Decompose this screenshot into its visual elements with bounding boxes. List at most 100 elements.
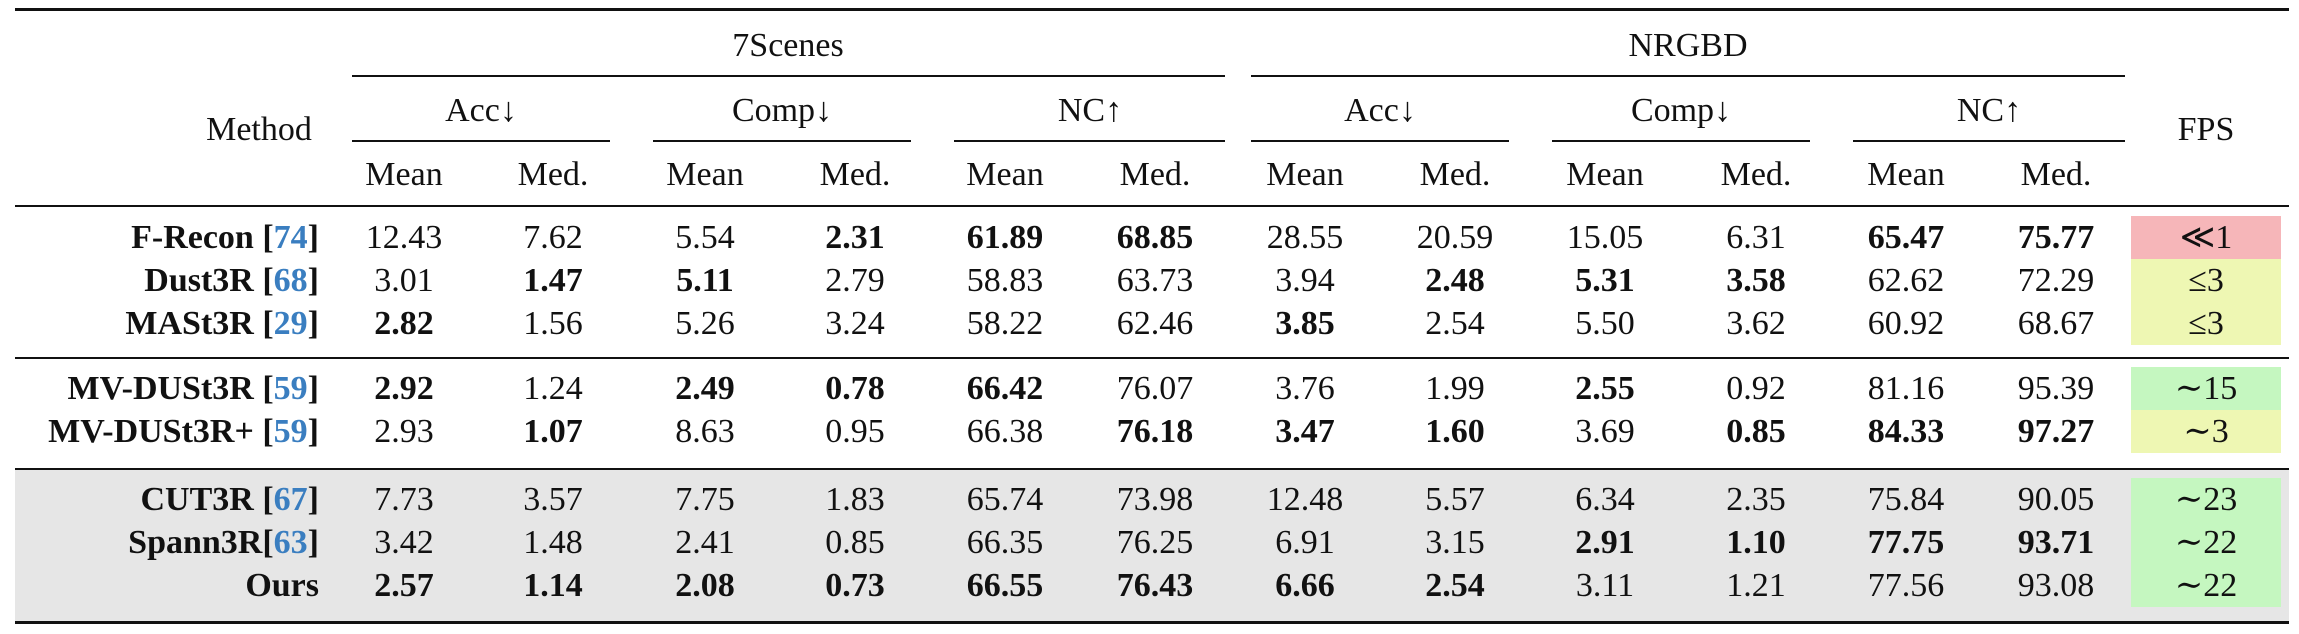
table-cell: 3.85 [1275, 305, 1335, 342]
table-cell: 61.89 [966, 219, 1044, 256]
citation-link[interactable]: 29 [273, 305, 308, 342]
table-cell: 3.01 [374, 262, 434, 299]
method-name: Spann3R[63] [128, 526, 319, 560]
table-cell: 5.26 [675, 305, 735, 342]
table-cell: 3.62 [1726, 305, 1786, 342]
table-cell: 2.92 [374, 370, 434, 407]
table-cell: 84.33 [1867, 413, 1945, 450]
table-cell: 3.24 [825, 305, 885, 342]
table-cell: 65.74 [966, 481, 1044, 518]
fps-badge [2131, 478, 2281, 521]
table-cell: 60.92 [1867, 305, 1945, 342]
table-cell: 73.98 [1116, 481, 1194, 518]
table-cell: 68.85 [1116, 219, 1194, 256]
table-cell: 75.77 [2017, 219, 2095, 256]
fps-value: ∼23 [2174, 481, 2238, 518]
citation-link[interactable]: 74 [273, 219, 308, 256]
method-header: Method [206, 111, 312, 148]
citation-bracket: ] [307, 481, 319, 518]
table-cell: 0.73 [825, 567, 885, 604]
table-cell: 93.08 [2017, 567, 2095, 604]
table-cell: 0.85 [825, 524, 885, 561]
table-cell: 90.05 [2017, 481, 2095, 518]
table-cell: 3.42 [374, 524, 434, 561]
bottom-rule [15, 621, 2289, 624]
table-cell: 3.58 [1726, 262, 1786, 299]
table-cell: 93.71 [2017, 524, 2095, 561]
table-cell: 0.78 [825, 370, 885, 407]
table-cell: 5.57 [1425, 481, 1485, 518]
metric-rule-5 [1552, 140, 1810, 142]
table-cell: 75.84 [1867, 481, 1945, 518]
table-cell: 1.60 [1425, 413, 1485, 450]
stat-header: Mean [1266, 156, 1344, 193]
method-name: MV-DUSt3R [59] [68, 372, 320, 406]
table-cell: 58.22 [966, 305, 1044, 342]
table-cell: 1.47 [523, 262, 583, 299]
fps-badge [2131, 216, 2281, 259]
table-cell: 7.62 [523, 219, 583, 256]
stat-header: Med. [1720, 156, 1792, 193]
stat-header: Mean [365, 156, 443, 193]
table-cell: 1.48 [523, 524, 583, 561]
group-rule-7scenes [352, 75, 1225, 77]
fps-value: ∼22 [2174, 567, 2238, 604]
stat-header: Med. [1119, 156, 1191, 193]
table-cell: 76.07 [1116, 370, 1194, 407]
metric-header: NC↑ [1956, 92, 2022, 129]
table-cell: 2.54 [1425, 567, 1485, 604]
table-cell: 12.48 [1266, 481, 1344, 518]
citation-link[interactable]: 63 [273, 524, 308, 561]
citation-link[interactable]: 59 [273, 370, 308, 407]
table-cell: 7.73 [374, 481, 434, 518]
table-cell: 1.14 [523, 567, 583, 604]
table-cell: 6.34 [1575, 481, 1635, 518]
table-cell: 2.57 [374, 567, 434, 604]
table-cell: 1.21 [1726, 567, 1786, 604]
table-cell: 2.54 [1425, 305, 1485, 342]
stat-header: Mean [966, 156, 1044, 193]
citation-link[interactable]: 68 [273, 262, 308, 299]
fps-value: ≤3 [2188, 305, 2224, 342]
stat-header: Med. [819, 156, 891, 193]
table-cell: 2.55 [1575, 370, 1635, 407]
fps-badge [2131, 410, 2281, 453]
header-rule [15, 205, 2289, 207]
table-cell: 12.43 [365, 219, 443, 256]
fps-value: ∼15 [2174, 370, 2238, 407]
table-cell: 5.54 [675, 219, 735, 256]
table-cell: 6.66 [1275, 567, 1335, 604]
table-cell: 8.63 [675, 413, 735, 450]
table-cell: 66.55 [966, 567, 1044, 604]
method-label: MV-DUSt3R [ [67, 370, 274, 407]
table-cell: 62.62 [1867, 262, 1945, 299]
stat-header: Med. [1419, 156, 1491, 193]
method-name: CUT3R [67] [141, 483, 320, 517]
table-cell: 2.49 [675, 370, 735, 407]
table-cell: 81.16 [1867, 370, 1945, 407]
method-label: Dust3R [ [144, 262, 274, 299]
table-cell: 7.75 [675, 481, 735, 518]
table-cell: 0.92 [1726, 370, 1786, 407]
table-cell: 66.38 [966, 413, 1044, 450]
table-cell: 76.18 [1116, 413, 1194, 450]
table-cell: 2.31 [825, 219, 885, 256]
table-cell: 20.59 [1416, 219, 1494, 256]
table-cell: 97.27 [2017, 413, 2095, 450]
table-cell: 3.47 [1275, 413, 1335, 450]
stat-header: Mean [1566, 156, 1644, 193]
citation-bracket: ] [307, 524, 319, 561]
metric-rule-6 [1853, 140, 2125, 142]
table-cell: 6.31 [1726, 219, 1786, 256]
fps-header: FPS [2177, 111, 2235, 148]
citation-link[interactable]: 59 [273, 413, 308, 450]
metric-header: Acc↓ [1344, 92, 1416, 129]
table-cell: 95.39 [2017, 370, 2095, 407]
table-cell: 63.73 [1116, 262, 1194, 299]
table-cell: 2.35 [1726, 481, 1786, 518]
method-name: Ours [245, 569, 319, 603]
method-label: CUT3R [ [140, 481, 274, 518]
table-cell: 77.56 [1867, 567, 1945, 604]
table-cell: 15.05 [1566, 219, 1644, 256]
citation-link[interactable]: 67 [273, 481, 308, 518]
